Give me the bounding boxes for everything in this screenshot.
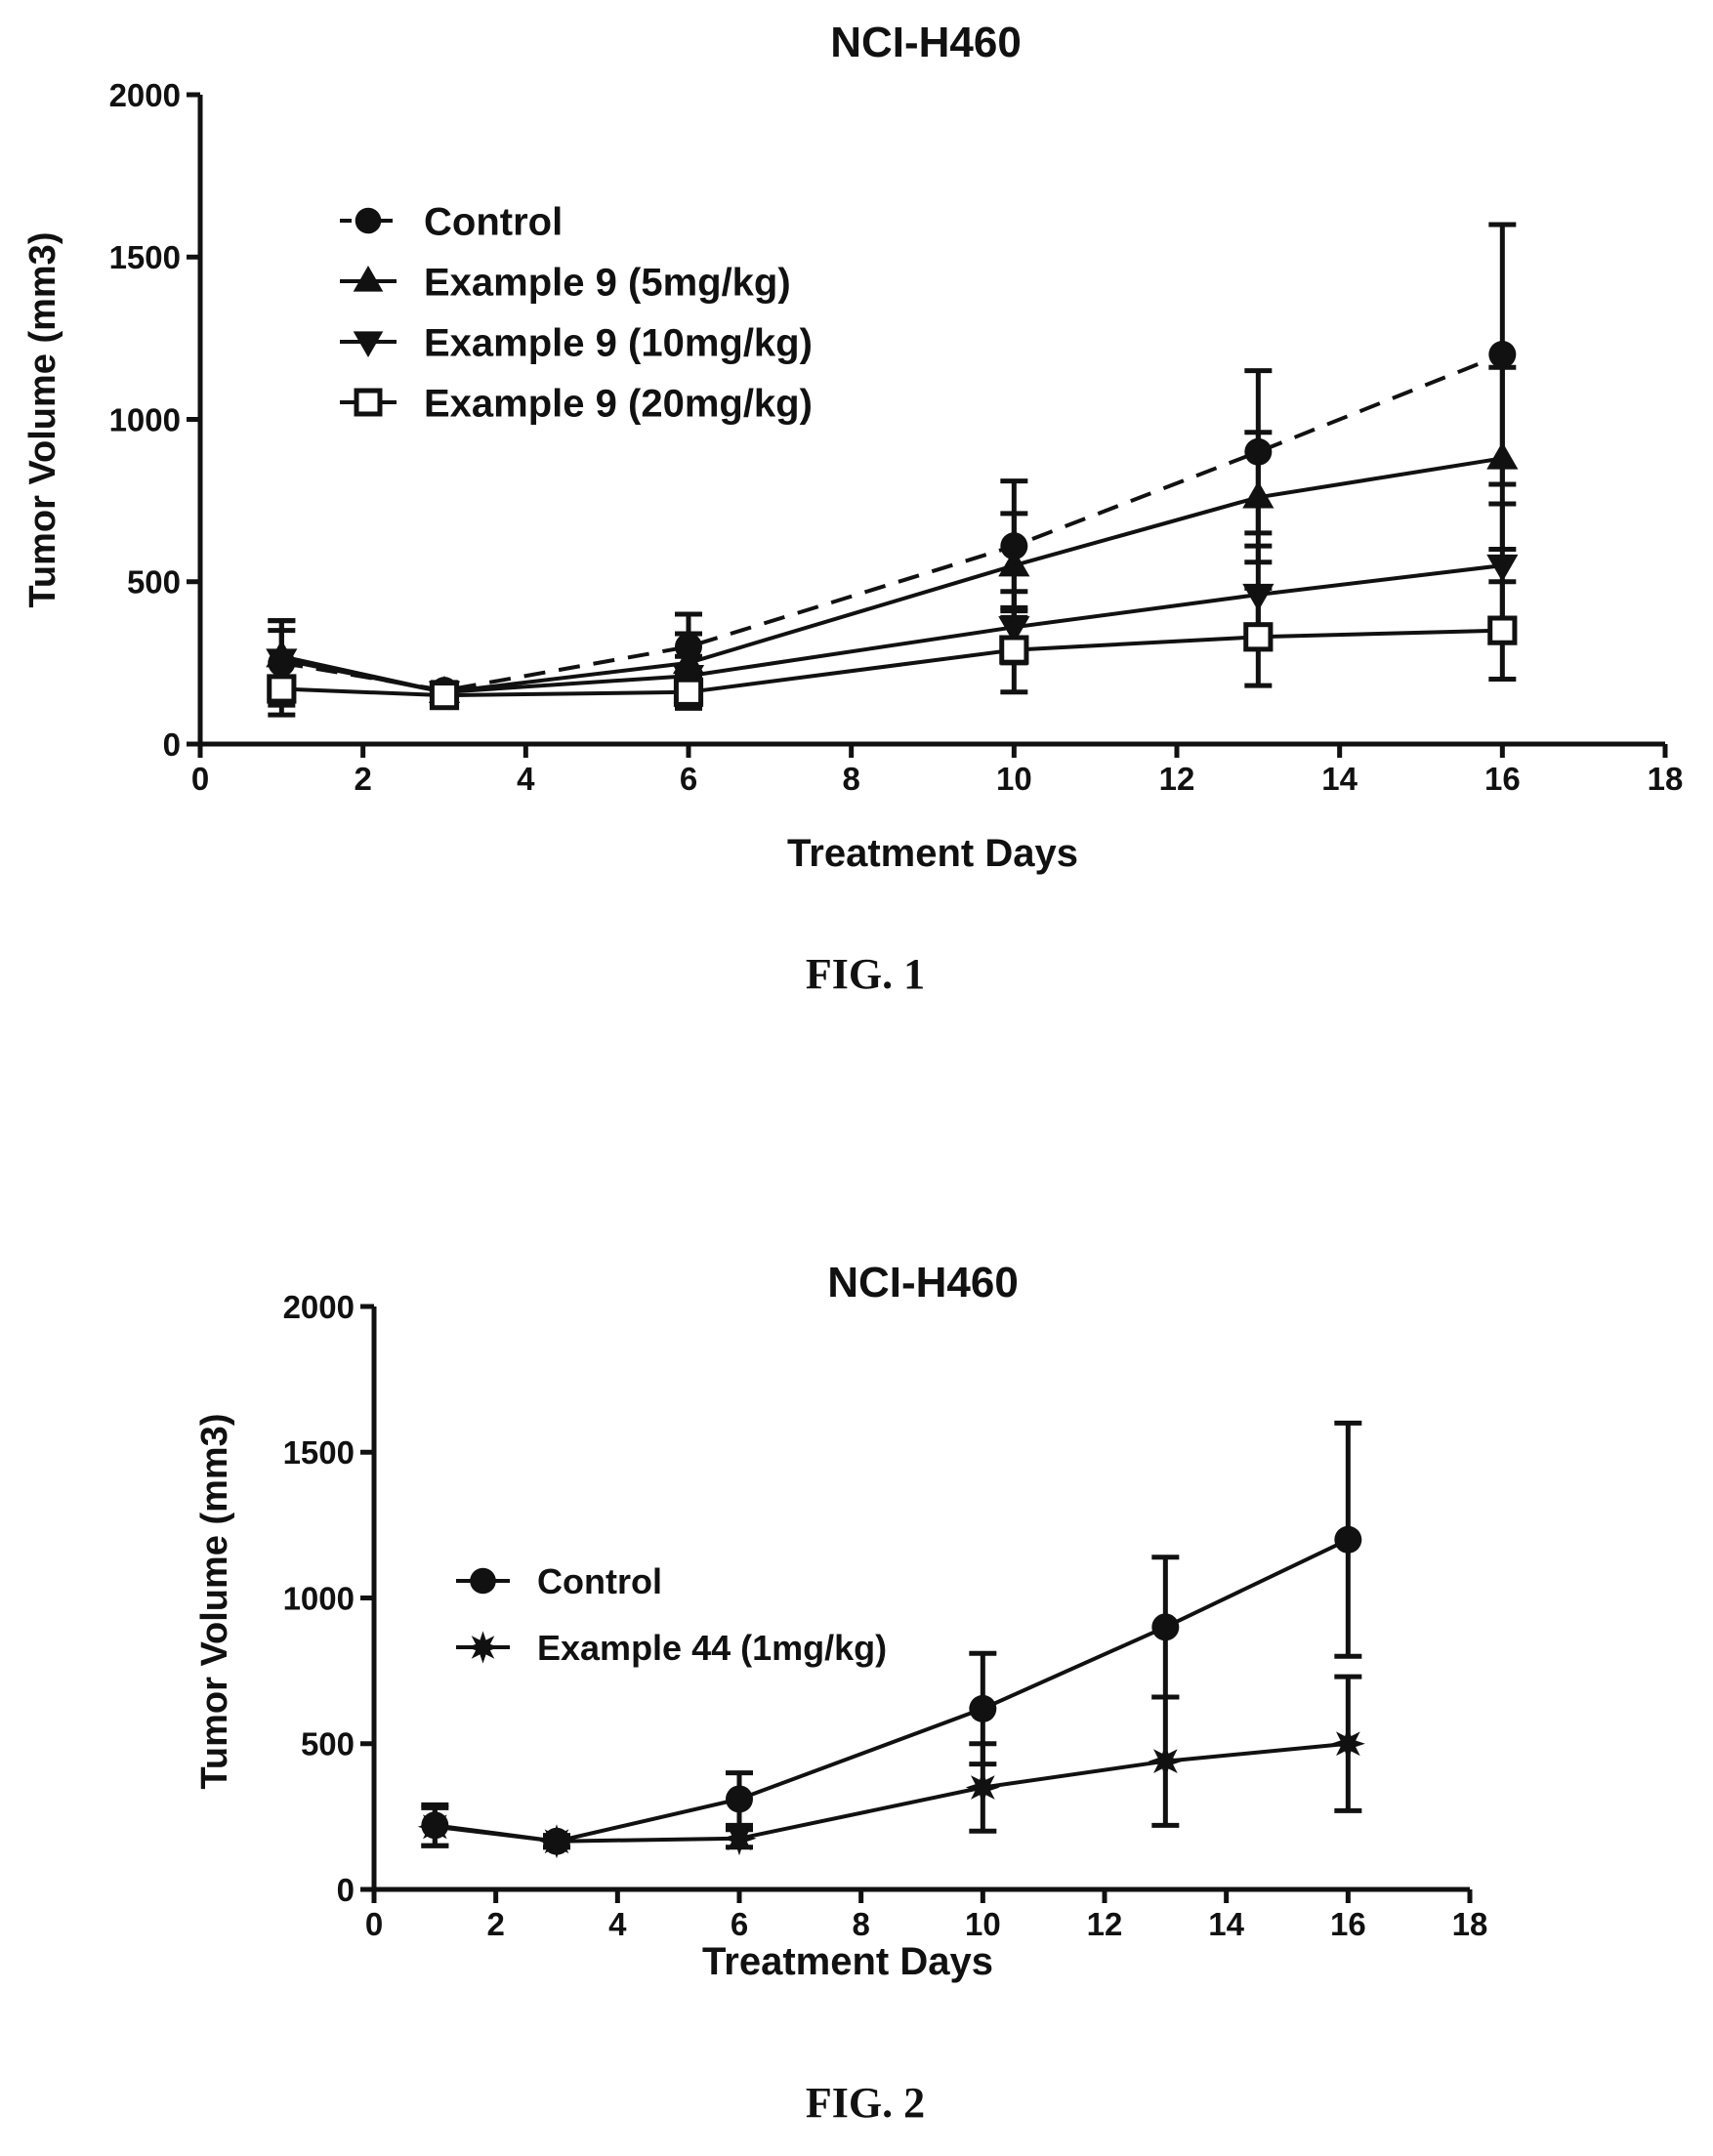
x-tick-label: 14: [1208, 1906, 1244, 1942]
series-line: [280, 456, 1503, 694]
chart-1-xlabel: Treatment Days: [787, 832, 1078, 875]
x-tick-label: 8: [852, 1906, 869, 1942]
legend-item-2: Example 9 (5mg/kg): [340, 261, 791, 304]
x-tick-label: 16: [1484, 761, 1521, 797]
data-point: [1243, 622, 1274, 652]
y-tick-label: 0: [337, 1872, 355, 1908]
series-line: [280, 563, 1503, 694]
data-point: [1487, 615, 1518, 645]
chart-2-caption: FIG. 2: [806, 2079, 925, 2127]
data-point: [1148, 1744, 1183, 1779]
series-line: [280, 352, 1504, 693]
data-point: [726, 1785, 753, 1813]
data-point: [969, 1694, 997, 1722]
series-3: [266, 501, 1519, 709]
data-point: [1330, 1726, 1365, 1762]
x-tick-label: 0: [365, 1906, 383, 1942]
y-tick-label: 1500: [109, 239, 181, 275]
chart-1-plot-area: 0 500 1000 1500 2000 0 2 4 6 8 10 12 14 16 18: [109, 77, 1684, 797]
legend-label: Example 9 (10mg/kg): [424, 321, 813, 364]
x-tick-label: 4: [608, 1906, 627, 1942]
data-point: [1488, 341, 1517, 368]
data-point: [1334, 1525, 1362, 1554]
legend-label: Example 9 (5mg/kg): [424, 261, 791, 304]
legend-marker: [470, 1567, 496, 1595]
x-tick-label: 4: [517, 761, 535, 797]
data-point: [1486, 441, 1519, 470]
chart-1-legend: Control Example 9 (5mg/kg) Example 9 (10mg…: [340, 200, 813, 425]
x-tick-label: 18: [1648, 761, 1684, 797]
legend-marker: [354, 388, 383, 417]
chart-2-xlabel: Treatment Days: [702, 1940, 993, 1983]
y-tick-label: 500: [301, 1726, 355, 1762]
chart-2-legend: Control Example 44 (1mg/kg): [456, 1561, 887, 1668]
chart-1-title: NCI-H460: [830, 19, 1022, 66]
y-tick-label: 1000: [283, 1580, 355, 1616]
data-point: [673, 677, 704, 707]
legend-marker: [466, 1631, 500, 1664]
x-tick-label: 8: [842, 761, 859, 797]
y-tick-label: 500: [127, 564, 181, 601]
series-4: [267, 579, 1518, 718]
data-point: [998, 549, 1030, 577]
x-tick-label: 6: [731, 1906, 748, 1942]
legend-item-1: Control: [340, 200, 563, 243]
data-point: [429, 681, 460, 711]
legend-item-1: Control: [456, 1561, 662, 1601]
y-tick-label: 2000: [109, 77, 181, 113]
x-tick-label: 6: [680, 761, 697, 797]
y-tick-label: 1500: [283, 1434, 355, 1471]
legend-label: Example 44 (1mg/kg): [537, 1628, 887, 1668]
x-tick-label: 12: [1159, 761, 1195, 797]
legend-marker: [355, 207, 382, 234]
x-tick-label: 10: [965, 1906, 1001, 1942]
series-line: [281, 628, 1503, 698]
y-tick-label: 2000: [283, 1289, 355, 1325]
data-point: [267, 674, 297, 704]
chart-2-ylabel: Tumor Volume (mm3): [194, 1414, 235, 1790]
data-point: [965, 1770, 1000, 1804]
x-tick-label: 2: [486, 1906, 504, 1942]
series-2: [417, 1674, 1365, 1859]
data-point: [1151, 1613, 1180, 1641]
legend-item-2: Example 44 (1mg/kg): [456, 1628, 887, 1668]
legend-marker: [353, 266, 384, 292]
data-point: [999, 635, 1029, 665]
x-tick-label: 10: [996, 761, 1032, 797]
x-tick-label: 2: [354, 761, 371, 797]
data-point: [1242, 480, 1274, 509]
x-tick-label: 18: [1452, 1906, 1488, 1942]
legend-label: Control: [537, 1561, 662, 1601]
legend-label: Control: [424, 200, 563, 243]
chart-2-plot-area: 0 500 1000 1500 2000 0 2 4 6 8 10 12 14 16 18: [283, 1289, 1488, 1942]
y-tick-label: 1000: [109, 401, 181, 437]
legend-label: Example 9 (20mg/kg): [424, 382, 813, 425]
data-point: [417, 1809, 452, 1845]
x-tick-label: 16: [1330, 1906, 1366, 1942]
legend-item-4: Example 9 (20mg/kg): [340, 382, 813, 425]
chart-2-title: NCI-H460: [827, 1259, 1019, 1306]
x-tick-label: 0: [191, 761, 209, 797]
data-point: [1486, 554, 1519, 582]
chart-1-ylabel: Tumor Volume (mm3): [22, 232, 63, 608]
data-point: [722, 1821, 757, 1856]
x-tick-label: 14: [1321, 761, 1358, 797]
legend-item-3: Example 9 (10mg/kg): [340, 321, 813, 364]
legend-marker: [353, 331, 384, 357]
data-point: [539, 1824, 574, 1859]
series-line: [435, 1741, 1349, 1844]
y-tick-label: 0: [163, 726, 181, 763]
x-tick-label: 12: [1087, 1906, 1123, 1942]
chart-1-caption: FIG. 1: [806, 950, 925, 998]
